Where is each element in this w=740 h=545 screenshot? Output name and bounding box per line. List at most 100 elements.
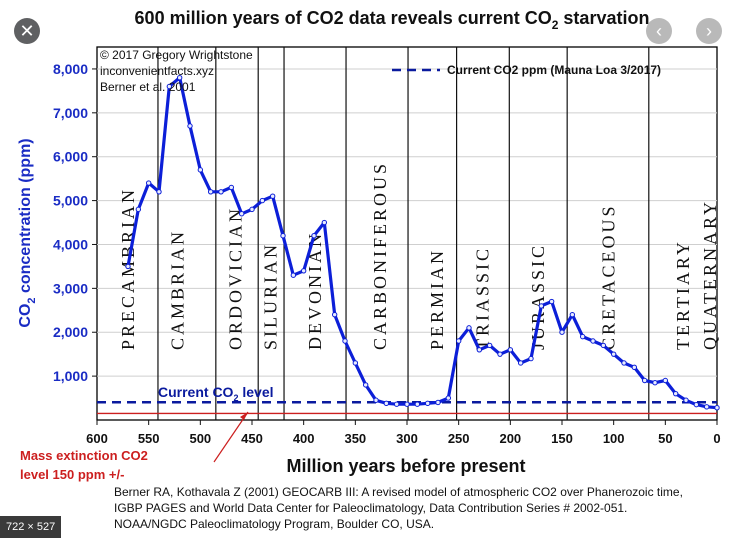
close-glyph: ✕ xyxy=(19,20,35,41)
data-point xyxy=(228,184,235,191)
data-point xyxy=(393,401,400,407)
x-tick-label: 0 xyxy=(713,431,720,446)
data-point xyxy=(497,351,503,357)
data-point xyxy=(631,364,638,371)
period-label: CARBONIFEROUS xyxy=(370,161,390,350)
data-point xyxy=(486,342,493,349)
co2-series xyxy=(125,75,720,411)
close-icon[interactable]: ✕ xyxy=(14,18,40,44)
y-tick-label: 2,000 xyxy=(53,324,88,340)
y-tick-label: 8,000 xyxy=(53,61,88,77)
x-tick-label: 600 xyxy=(86,431,108,446)
data-point xyxy=(693,401,700,408)
data-point xyxy=(352,360,359,366)
x-tick-label: 300 xyxy=(396,431,418,446)
credit-line-2: inconvenientfacts.xyz xyxy=(100,64,214,78)
data-point xyxy=(455,338,462,344)
source-line-1: Berner RA, Kothavala Z (2001) GEOCARB II… xyxy=(114,485,683,499)
data-point xyxy=(331,311,338,318)
data-point xyxy=(166,83,173,90)
chevron-left-icon[interactable]: ‹ xyxy=(646,18,672,44)
x-tick-label: 250 xyxy=(448,431,470,446)
x-axis-label: Million years before present xyxy=(286,456,525,476)
data-point xyxy=(269,193,276,199)
data-point xyxy=(342,338,348,344)
data-point xyxy=(662,377,669,384)
plot-area xyxy=(96,46,718,421)
data-point xyxy=(548,298,555,305)
y-axis: 1,000 2,000 3,000 4,000 5,000 6,000 7,000 8,000 xyxy=(53,61,97,384)
data-point xyxy=(672,390,679,397)
y-tick-label: 5,000 xyxy=(53,193,88,209)
data-point xyxy=(528,355,534,362)
extinction-arrow xyxy=(213,411,249,463)
data-point xyxy=(559,329,565,335)
chart-title: 600 million years of CO2 data reveals cu… xyxy=(135,8,650,32)
data-point xyxy=(125,263,131,270)
image-size-badge: 722 × 527 xyxy=(0,516,62,538)
y-tick-label: 4,000 xyxy=(53,236,88,252)
source-line-3: NOAA/NGDC Paleoclimatology Program, Boul… xyxy=(114,517,434,531)
data-point xyxy=(207,189,214,195)
chevron-right-icon[interactable]: › xyxy=(696,18,722,44)
y-tick-label: 3,000 xyxy=(53,280,88,296)
credit-line-3: Berner et al. 2001 xyxy=(100,80,196,94)
x-tick-label: 400 xyxy=(293,431,315,446)
x-axis: 600 550 500 450 400 350 300 250 200 150 100 50 0 xyxy=(86,420,721,446)
y-axis-label: CO2 concentration (ppm) xyxy=(17,138,38,327)
data-point xyxy=(703,404,710,410)
period-label: CRETACEOUS xyxy=(599,203,619,350)
data-point xyxy=(445,395,452,401)
gridlines xyxy=(97,68,717,377)
data-point xyxy=(621,360,627,366)
prev-glyph: ‹ xyxy=(656,20,662,41)
next-glyph: › xyxy=(706,20,712,41)
data-point xyxy=(383,400,390,407)
extinction-label-1: Mass extinction CO2 xyxy=(20,448,148,463)
period-label: DEVONIAN xyxy=(305,231,325,350)
data-point xyxy=(538,303,545,309)
data-point xyxy=(218,189,224,195)
data-point xyxy=(579,333,586,340)
legend-label: Current CO2 ppm (Mauna Loa 3/2017) xyxy=(447,63,661,77)
period-label: TERTIARY xyxy=(673,239,693,350)
data-point xyxy=(569,311,576,318)
current-co2-label: Current CO2 level xyxy=(158,384,274,403)
data-point xyxy=(197,167,204,173)
data-point xyxy=(300,268,307,274)
period-label: CAMBRIAN xyxy=(168,229,188,350)
data-point xyxy=(176,75,183,81)
x-tick-label: 450 xyxy=(241,431,263,446)
data-point xyxy=(466,325,472,331)
period-label: QUATERNARY xyxy=(700,199,720,350)
extinction-label-2: level 150 ppm +/- xyxy=(20,467,124,482)
data-point xyxy=(714,405,720,411)
period-bands: PRECAMBRIANCAMBRIANORDOVICIANSILURIANDEV… xyxy=(118,47,720,420)
x-tick-label: 350 xyxy=(344,431,366,446)
period-label: PERMIAN xyxy=(427,248,447,350)
data-point xyxy=(414,401,421,407)
data-point xyxy=(590,338,596,344)
data-point xyxy=(404,401,410,407)
y-tick-label: 7,000 xyxy=(53,105,88,121)
x-tick-label: 150 xyxy=(551,431,573,446)
credit-line-1: © 2017 Gregory Wrightstone xyxy=(100,48,253,62)
data-point xyxy=(321,219,328,226)
x-tick-label: 500 xyxy=(189,431,211,446)
y-tick-label: 1,000 xyxy=(53,368,88,384)
data-point xyxy=(259,197,266,204)
reference-lines xyxy=(97,400,717,415)
source-line-2: IGBP PAGES and World Data Center for Pal… xyxy=(114,501,627,515)
data-point xyxy=(362,382,369,388)
data-point xyxy=(187,123,193,129)
data-point xyxy=(249,206,255,213)
data-point xyxy=(145,180,152,186)
data-point xyxy=(156,189,162,195)
data-point xyxy=(641,377,648,384)
data-point xyxy=(280,232,286,239)
extinction-arrowhead xyxy=(240,412,248,420)
data-point xyxy=(600,342,607,349)
data-point xyxy=(610,351,617,357)
